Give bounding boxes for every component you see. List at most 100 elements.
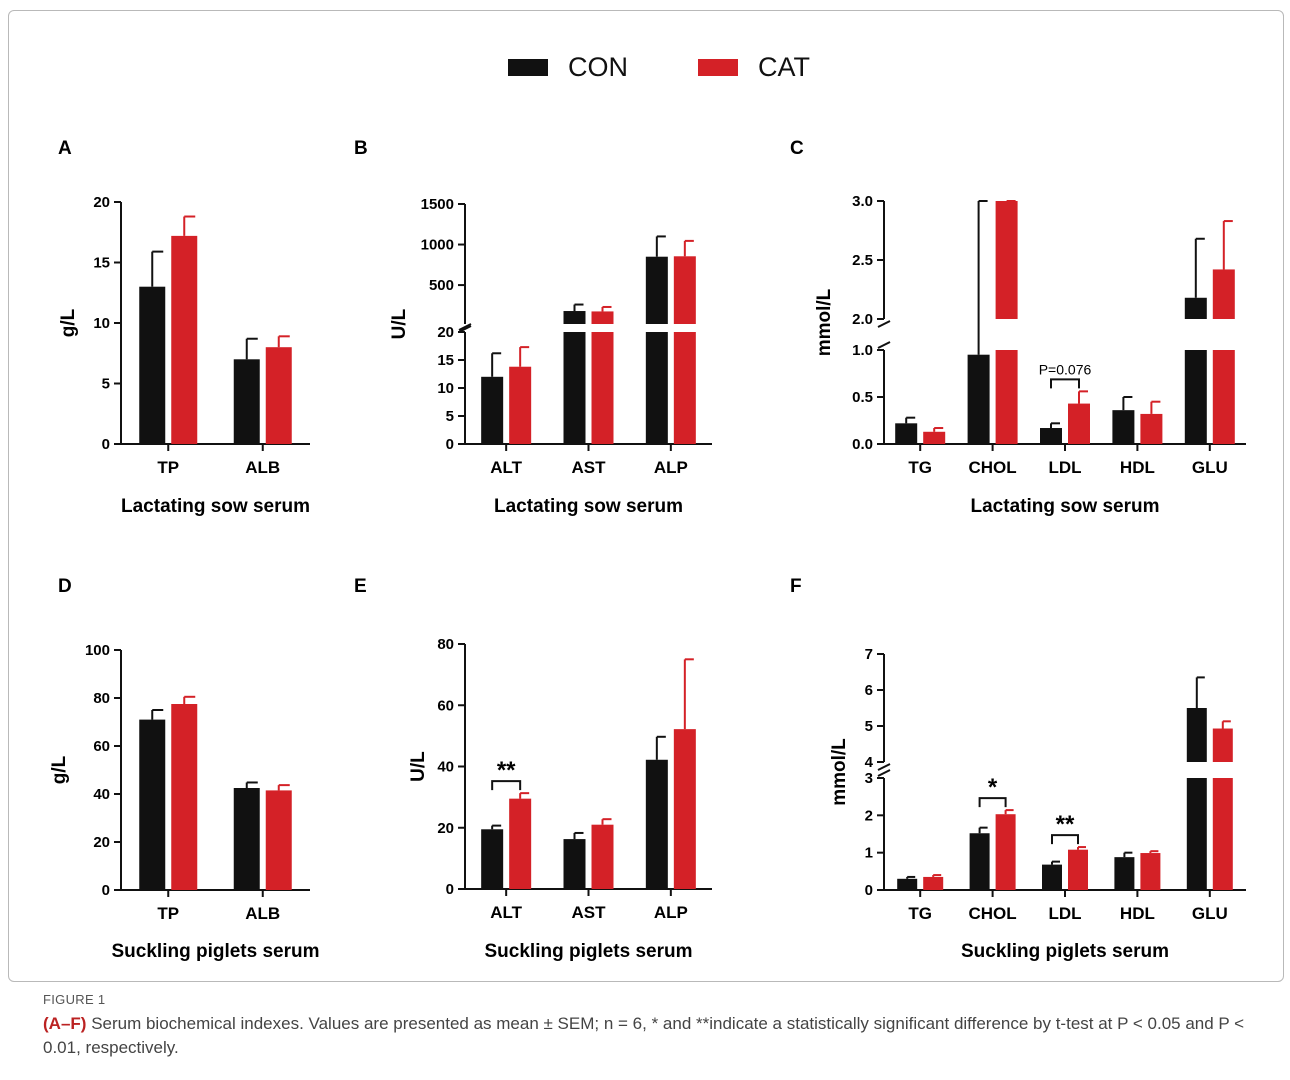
legend: CON CAT <box>508 52 880 83</box>
panel-a-y-label: g/L <box>58 308 79 337</box>
panel-c-y-tick-label: 0.0 <box>852 436 873 453</box>
caption-body: (A–F) Serum biochemical indexes. Values … <box>43 1012 1263 1060</box>
panel-d-y-tick-label: 0 <box>102 882 110 899</box>
panel-c-letter: C <box>790 138 804 159</box>
panel-a-y-tick-label: 10 <box>93 315 110 332</box>
caption-label: FIGURE 1 <box>43 992 106 1007</box>
panel-c-bar-con <box>1184 297 1207 319</box>
panel-c-bar-cat <box>1140 413 1163 444</box>
panel-c-bar-cat <box>1212 350 1235 444</box>
panel-f-x-tick-label: TG <box>908 904 932 923</box>
panel-b-y-tick-label: 15 <box>437 352 454 369</box>
panel-e-x-tick-label: ALP <box>654 903 688 922</box>
panel-a-bar-con <box>139 286 166 444</box>
panel-b-y-label: U/L <box>389 308 410 339</box>
panel-f-x-tick-label: LDL <box>1048 904 1081 923</box>
panel-b-bar-cat <box>509 366 532 444</box>
panel-c-bar-cat <box>995 350 1018 444</box>
caption-text: Serum biochemical indexes. Values are pr… <box>43 1014 1245 1057</box>
panel-b-bar-con <box>481 376 504 444</box>
caption-panels: (A–F) <box>43 1014 87 1033</box>
panel-e-x-tick-label: AST <box>572 903 607 922</box>
panel-f-significance-label: * <box>988 774 998 801</box>
panel-f-bar-con <box>1186 778 1207 890</box>
panel-e-y-tick-label: 60 <box>437 697 454 714</box>
panel-c-x-title: Lactating sow serum <box>971 496 1160 517</box>
panel-b-y-tick-label: 10 <box>437 380 454 397</box>
panel-b-y-tick-label: 0 <box>446 436 454 453</box>
panel-a-bar-con <box>233 359 260 444</box>
panel-f-bar-cat <box>923 876 944 890</box>
panel-f-y-tick-label: 5 <box>865 718 873 735</box>
panel-b-bar-cat <box>591 311 614 324</box>
panel-f-x-tick-label: CHOL <box>969 904 1017 923</box>
panel-d-bar-cat <box>171 704 198 890</box>
panel-d-bar-cat <box>265 790 292 890</box>
panel-f-x-title: Suckling piglets serum <box>961 941 1169 962</box>
panel-f-bar-con <box>1114 857 1135 890</box>
panel-a-letter: A <box>58 138 72 159</box>
panel-e-y-tick-label: 20 <box>437 820 454 837</box>
panel-b-y-tick-label: 5 <box>446 408 454 425</box>
panel-e-significance-label: ** <box>497 757 516 784</box>
panel-b-x-title: Lactating sow serum <box>494 496 683 517</box>
panel-c-y-tick-label: 1.0 <box>852 342 873 359</box>
legend-item-cat: CAT <box>698 52 810 83</box>
panel-d-x-tick-label: TP <box>157 904 179 923</box>
panel-c-y-tick-label: 2.5 <box>852 252 873 269</box>
panel-e-y-label: U/L <box>408 751 429 782</box>
panel-c-bar-cat <box>1212 269 1235 319</box>
panel-c-y-tick-label: 0.5 <box>852 389 873 406</box>
panel-b-letter: B <box>354 138 368 159</box>
panel-a-y-tick-label: 15 <box>93 255 110 272</box>
panel-c-bar-cat <box>923 431 946 444</box>
panel-c-bar-con <box>895 423 918 444</box>
panel-d-x-title: Suckling piglets serum <box>112 941 320 962</box>
panel-f-y-tick-label: 7 <box>865 646 873 663</box>
panel-b-y-tick-label: 20 <box>437 324 454 341</box>
panel-f-bar-con <box>1042 864 1062 890</box>
panel-c-bar-cat <box>1068 403 1090 444</box>
panel-e-y-tick-label: 40 <box>437 759 454 776</box>
panel-a-bar-cat <box>265 347 292 444</box>
panel-f-bar-con <box>897 878 918 890</box>
panel-c-significance-label: P=0.076 <box>1039 361 1092 377</box>
panel-f-y-tick-label: 2 <box>865 807 873 824</box>
panel-b-x-tick-label: AST <box>572 458 607 477</box>
panel-e-letter: E <box>354 576 367 597</box>
panel-f-bar-cat <box>1212 778 1233 890</box>
legend-swatch-con <box>508 59 548 76</box>
panel-c-x-tick-label: TG <box>908 458 932 477</box>
panel-f-bar-con <box>1186 708 1207 762</box>
panel-b-y-tick-label: 1000 <box>421 237 454 254</box>
panel-f-significance-bracket <box>978 797 1007 808</box>
panel-b-bar-con <box>645 256 668 324</box>
panel-f-bar-cat <box>1068 849 1088 890</box>
panel-b-x-tick-label: ALT <box>490 458 522 477</box>
panel-c-bar-con <box>967 354 990 444</box>
panel-b-bar-cat <box>673 332 696 444</box>
panel-b-bar-cat <box>591 332 614 444</box>
panel-f-y-tick-label: 3 <box>865 770 873 787</box>
panel-b-bar-con <box>563 311 586 324</box>
panel-b-y-tick-label: 500 <box>429 277 454 294</box>
panel-a-y-tick-label: 20 <box>93 194 110 211</box>
panel-c-axis-break-mark <box>877 341 891 349</box>
panel-f-y-tick-label: 0 <box>865 882 873 899</box>
panel-f-y-label: mmol/L <box>829 738 850 806</box>
panel-f-bar-cat <box>1212 728 1233 762</box>
panel-d-y-label: g/L <box>49 755 70 784</box>
panel-f-bar-cat <box>995 814 1016 890</box>
panel-e-x-title: Suckling piglets serum <box>485 941 693 962</box>
legend-item-con: CON <box>508 52 628 83</box>
panel-d-bar-con <box>233 788 260 890</box>
panel-d-y-tick-label: 100 <box>85 642 110 659</box>
panel-f-y-tick-label: 1 <box>865 845 873 862</box>
panel-c-axis-break-mark <box>877 320 891 328</box>
panel-e-y-tick-label: 0 <box>446 881 454 898</box>
panel-f-x-tick-label: HDL <box>1120 904 1155 923</box>
panel-e-bar-con <box>563 839 586 889</box>
panel-a-x-tick-label: TP <box>157 458 179 477</box>
panel-e-y-tick-label: 80 <box>437 636 454 653</box>
